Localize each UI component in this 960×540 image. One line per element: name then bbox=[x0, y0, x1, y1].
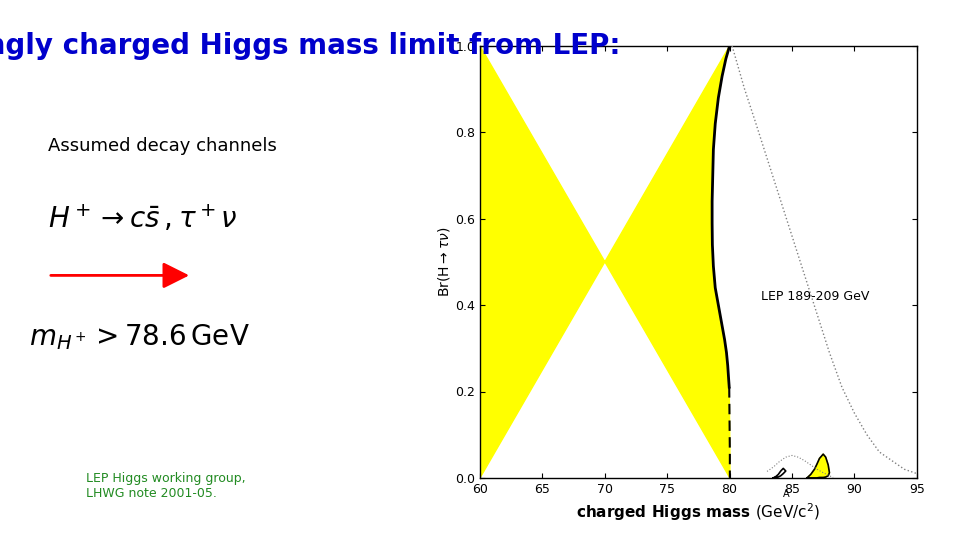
Text: A: A bbox=[782, 489, 789, 499]
Text: $H^+ \rightarrow c\bar{s}\,,\tau^+\nu$: $H^+ \rightarrow c\bar{s}\,,\tau^+\nu$ bbox=[48, 203, 237, 234]
Text: Singly charged Higgs mass limit from LEP:: Singly charged Higgs mass limit from LEP… bbox=[0, 32, 620, 60]
Text: LEP 189-209 GeV: LEP 189-209 GeV bbox=[761, 290, 869, 303]
X-axis label: charged Higgs mass $(\mathrm{GeV/c}^2)$: charged Higgs mass $(\mathrm{GeV/c}^2)$ bbox=[576, 501, 821, 523]
Text: LEP Higgs working group,
LHWG note 2001-05.: LEP Higgs working group, LHWG note 2001-… bbox=[86, 472, 246, 500]
Text: Assumed decay channels: Assumed decay channels bbox=[48, 137, 276, 155]
Polygon shape bbox=[480, 46, 730, 478]
Polygon shape bbox=[807, 454, 829, 478]
Y-axis label: Br(H$\rightarrow\tau\nu$): Br(H$\rightarrow\tau\nu$) bbox=[437, 227, 452, 297]
Text: $m_{H^+} > 78.6\,\mathrm{GeV}$: $m_{H^+} > 78.6\,\mathrm{GeV}$ bbox=[29, 322, 250, 353]
